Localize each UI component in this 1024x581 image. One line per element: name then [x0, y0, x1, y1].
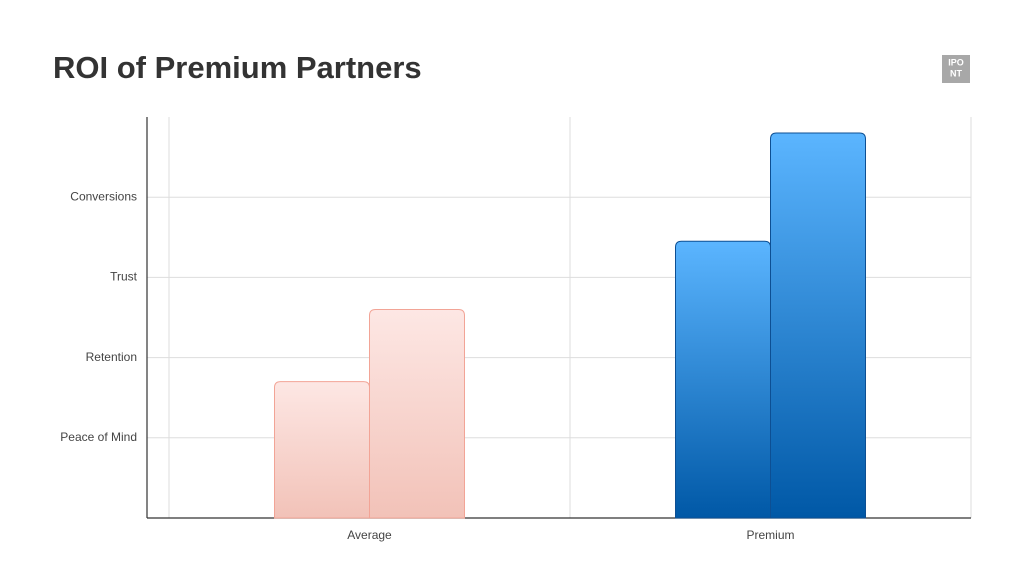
y-tick-label: Trust: [110, 270, 138, 284]
logo-text: IPO: [948, 57, 964, 67]
bar: [675, 240, 771, 519]
x-tick-label: Premium: [746, 528, 794, 542]
logo-text: NT: [950, 68, 962, 78]
chart-title: ROI of Premium Partners: [53, 50, 422, 85]
y-tick-label: Retention: [86, 350, 137, 364]
y-tick-label: Conversions: [70, 189, 137, 203]
logo-box: [942, 55, 970, 83]
y-tick-label: Peace of Mind: [60, 430, 137, 444]
bar: [770, 132, 866, 519]
x-tick-label: Average: [347, 528, 392, 542]
bar: [369, 308, 465, 519]
bar: [274, 381, 370, 519]
